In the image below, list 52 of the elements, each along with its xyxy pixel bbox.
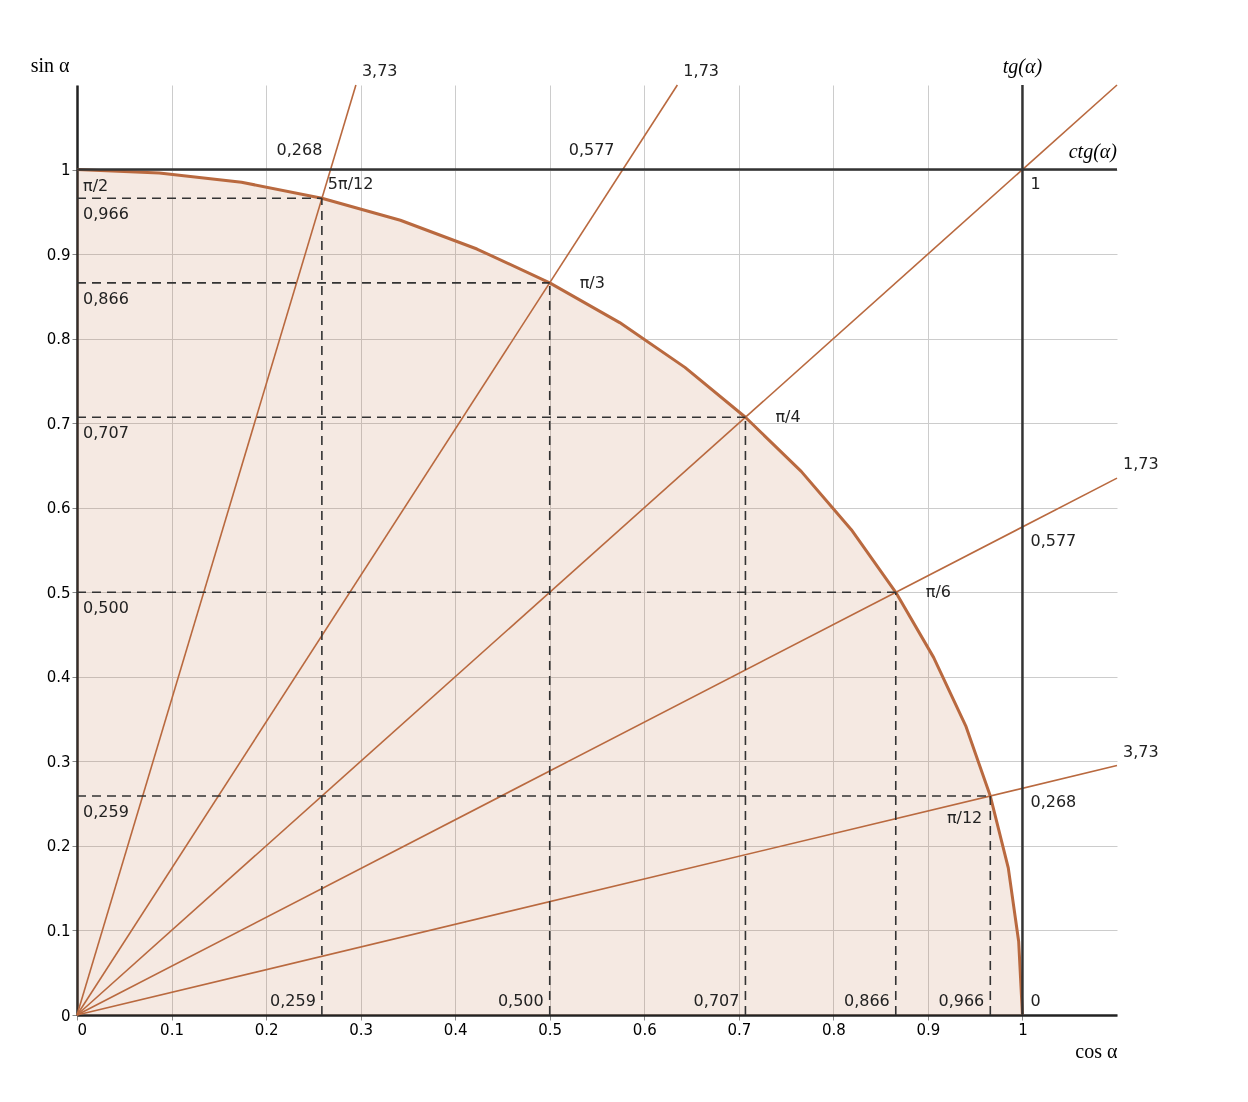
y-tick-label: 1 — [60, 161, 71, 180]
y-tick-label: 0 — [60, 1006, 71, 1025]
x-tick-label: 0.7 — [727, 1020, 752, 1039]
ref-line-label: tg(α) — [1002, 55, 1043, 78]
annotation: 0,577 — [568, 139, 615, 159]
annotation: 3,73 — [361, 61, 398, 80]
annotation: 3,73 — [1123, 741, 1159, 761]
x-tick-label: 0.8 — [821, 1020, 846, 1039]
x-tick-label: 1 — [1018, 1020, 1028, 1039]
annotation: 0 — [1030, 991, 1041, 1010]
annotation: 0,268 — [1030, 792, 1077, 812]
y-tick-label: 0.7 — [46, 414, 71, 433]
annotation: 0,259 — [270, 991, 316, 1010]
annotation: 0,966 — [938, 991, 985, 1010]
x-tick-label: 0.3 — [349, 1020, 374, 1039]
y-tick-label: 0.9 — [46, 245, 71, 264]
annotation: 1,73 — [683, 61, 719, 80]
annotation: 0,500 — [497, 991, 544, 1010]
y-tick-label: 0.5 — [46, 583, 71, 602]
y-axis-title: sin α — [30, 53, 71, 76]
x-tick-label: 0.6 — [632, 1020, 657, 1039]
x-tick-label: 0.9 — [916, 1020, 941, 1039]
y-tick-label: 0.1 — [46, 921, 71, 940]
annotation: 0,577 — [1030, 531, 1077, 551]
y-tick-label: 0.8 — [46, 330, 71, 349]
y-tick-label: 0.3 — [46, 752, 71, 771]
x-tick-label: 0.1 — [160, 1020, 184, 1039]
x-tick-label: 0.5 — [538, 1020, 563, 1039]
x-tick-label: 0.2 — [254, 1020, 279, 1039]
annotation: 0,259 — [83, 802, 129, 822]
annotation: 1,73 — [1123, 454, 1159, 474]
x-axis-title: cos α — [1075, 1039, 1119, 1062]
ref-line-label: ctg(α) — [1068, 139, 1118, 163]
annotation: 0,866 — [83, 288, 129, 308]
annotation: 0,268 — [276, 139, 323, 159]
annotation: 0,707 — [693, 991, 740, 1010]
y-tick-label: 0.6 — [46, 499, 71, 518]
x-tick-label: 0 — [77, 1020, 88, 1039]
annotation: 0,966 — [83, 204, 129, 224]
annotation: 5π/12 — [327, 174, 374, 194]
annotation: 0,500 — [83, 598, 129, 618]
annotation: 0,866 — [843, 991, 890, 1010]
annotation: π/12 — [946, 808, 983, 828]
annotation: π/3 — [579, 272, 605, 292]
y-tick-label: 0.4 — [46, 668, 71, 687]
annotation: π/2 — [83, 175, 109, 195]
annotation: π/4 — [775, 407, 801, 427]
annotation: 1 — [1030, 173, 1041, 193]
x-tick-label: 0.4 — [443, 1020, 468, 1039]
y-tick-label: 0.2 — [46, 837, 71, 856]
annotation: π/6 — [925, 582, 951, 602]
annotation: 0,707 — [83, 423, 129, 443]
